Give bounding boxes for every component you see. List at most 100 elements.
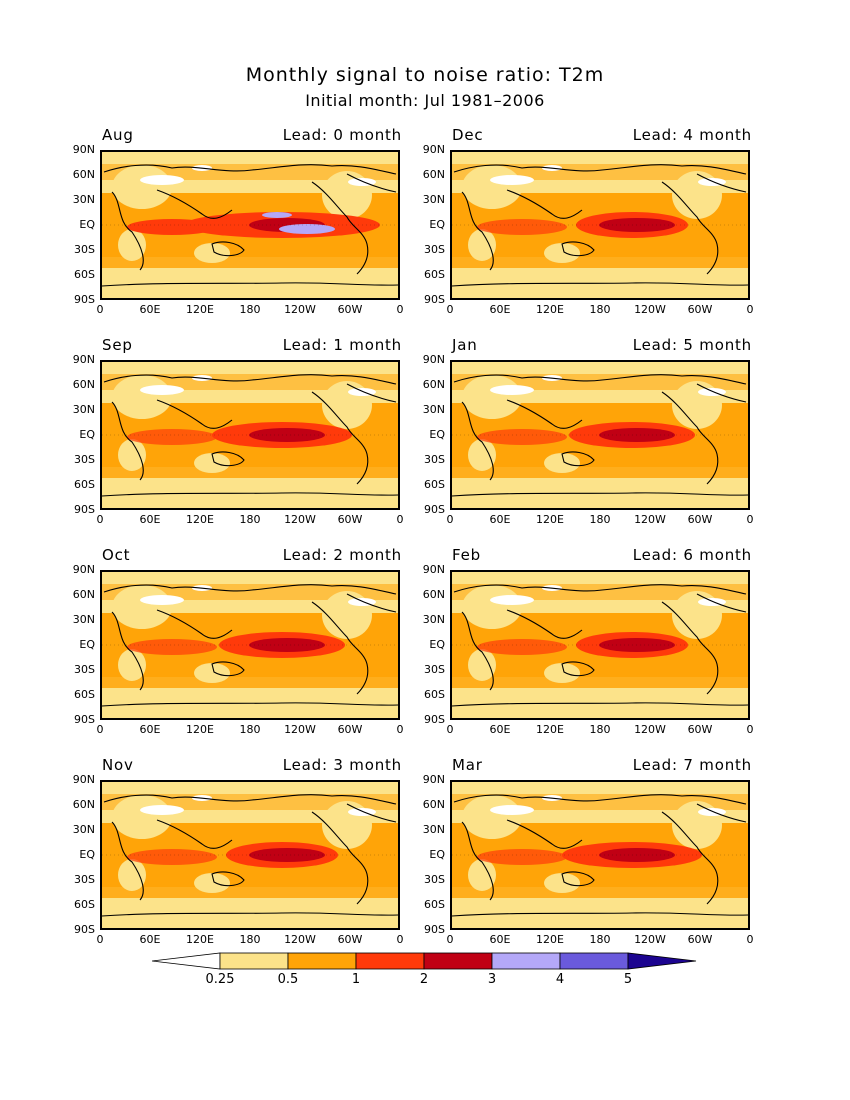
lon-tick-label: 60E: [139, 513, 161, 526]
lon-tick-label: 180: [239, 513, 261, 526]
lat-tick-label: 60N: [422, 798, 445, 811]
lat-tick-label: 30N: [72, 403, 95, 416]
panel-lead-label: Lead: 7 month: [632, 756, 752, 774]
panel-lead-label: Lead: 3 month: [282, 756, 402, 774]
lat-tick-label: 90S: [74, 293, 95, 306]
panel-lead-label: Lead: 2 month: [282, 546, 402, 564]
lat-tick-label: EQ: [79, 848, 95, 861]
lat-tick-label: 90S: [74, 713, 95, 726]
panel-month-label: Oct: [102, 546, 131, 564]
lon-tick-label: 0: [396, 933, 404, 946]
lat-tick-label: 60N: [72, 588, 95, 601]
lon-tick-label: 0: [96, 723, 104, 736]
lat-tick-label: EQ: [79, 218, 95, 231]
lat-tick-label: 30S: [74, 663, 95, 676]
panel-month-label: Feb: [452, 546, 481, 564]
lon-tick-label: 180: [239, 933, 261, 946]
lon-tick-label: 120E: [536, 933, 564, 946]
lon-tick-label: 0: [396, 303, 404, 316]
lat-tick-label: EQ: [429, 638, 445, 651]
lon-tick-label: 60W: [337, 513, 363, 526]
lat-tick-label: 30N: [422, 823, 445, 836]
lon-tick-label: 60E: [139, 303, 161, 316]
map-plot: [100, 780, 400, 930]
colorbar-segment: [287, 952, 357, 970]
lon-tick-label: 120W: [634, 303, 666, 316]
lon-tick-label: 120E: [536, 513, 564, 526]
lon-tick-label: 60W: [337, 303, 363, 316]
lat-tick-label: 60S: [424, 478, 445, 491]
lon-tick-label: 120W: [634, 933, 666, 946]
lon-tick-label: 0: [446, 513, 454, 526]
map-plot: [450, 360, 750, 510]
panel-lead-label: Lead: 4 month: [632, 126, 752, 144]
lon-tick-label: 180: [239, 723, 261, 736]
lat-tick-label: EQ: [429, 218, 445, 231]
lon-tick-label: 120W: [634, 723, 666, 736]
lat-tick-label: 60N: [422, 378, 445, 391]
lat-tick-label: 90N: [72, 563, 95, 576]
colorbar-segment: [559, 952, 629, 970]
map-plot: [100, 570, 400, 720]
colorbar-segment: [491, 952, 561, 970]
lon-tick-label: 60W: [337, 723, 363, 736]
lat-tick-label: 60N: [72, 378, 95, 391]
lat-tick-label: 30S: [74, 453, 95, 466]
map-panel-aug: Aug Lead: 0 month 90N 60N 30N EQ 30S 60S 90S 0 60E…: [73, 126, 460, 318]
map-panel-feb: Feb Lead: 6 month 90N 60N 30N EQ 30S 60S 90S 0 60E…: [423, 546, 810, 738]
colorbar-tick-label: 1: [351, 972, 361, 987]
lon-tick-label: 0: [446, 303, 454, 316]
lon-tick-label: 180: [589, 303, 611, 316]
lat-tick-label: 30S: [424, 243, 445, 256]
lon-tick-label: 120E: [186, 303, 214, 316]
lon-tick-label: 0: [96, 933, 104, 946]
lon-tick-label: 60E: [489, 303, 511, 316]
lat-tick-label: 30N: [72, 613, 95, 626]
lat-tick-label: 30S: [424, 453, 445, 466]
lon-tick-label: 0: [446, 723, 454, 736]
lat-tick-label: 30N: [422, 193, 445, 206]
figure-subtitle: Initial month: Jul 1981–2006: [305, 91, 545, 110]
lat-tick-label: 30N: [422, 403, 445, 416]
lat-tick-label: 90S: [74, 923, 95, 936]
colorbar-tick-label: 2: [419, 972, 429, 987]
panel-lead-label: Lead: 0 month: [282, 126, 402, 144]
map-panel-sep: Sep Lead: 1 month 90N 60N 30N EQ 30S 60S 90S 0 60E…: [73, 336, 460, 528]
lat-tick-label: 30S: [74, 873, 95, 886]
lat-tick-label: 90S: [424, 713, 445, 726]
lon-tick-label: 120W: [284, 933, 316, 946]
lon-tick-label: 180: [239, 303, 261, 316]
map-plot: [100, 360, 400, 510]
panel-month-label: Dec: [452, 126, 484, 144]
panel-month-label: Nov: [102, 756, 134, 774]
lon-tick-label: 0: [746, 303, 754, 316]
panel-lead-label: Lead: 1 month: [282, 336, 402, 354]
lat-tick-label: 60N: [72, 798, 95, 811]
panel-month-label: Sep: [102, 336, 133, 354]
lon-tick-label: 60W: [687, 303, 713, 316]
lon-tick-label: 60E: [489, 933, 511, 946]
lon-tick-label: 120W: [284, 723, 316, 736]
map-panel-oct: Oct Lead: 2 month 90N 60N 30N EQ 30S 60S 90S 0 60E…: [73, 546, 460, 738]
lat-tick-label: 60S: [424, 688, 445, 701]
lon-tick-label: 0: [96, 513, 104, 526]
map-panel-dec: Dec Lead: 4 month 90N 60N 30N EQ 30S 60S 90S 0 60E…: [423, 126, 810, 318]
panel-month-label: Aug: [102, 126, 134, 144]
lat-tick-label: EQ: [79, 428, 95, 441]
lon-tick-label: 0: [446, 933, 454, 946]
lon-tick-label: 60E: [489, 513, 511, 526]
colorbar-tick-label: 0.5: [277, 972, 299, 987]
colorbar-segment: [219, 952, 289, 970]
lon-tick-label: 60E: [489, 723, 511, 736]
lon-tick-label: 60E: [139, 933, 161, 946]
lat-tick-label: 90N: [72, 353, 95, 366]
lon-tick-label: 120W: [284, 513, 316, 526]
lon-tick-label: 120E: [186, 513, 214, 526]
lon-tick-label: 60W: [687, 513, 713, 526]
lat-tick-label: EQ: [79, 638, 95, 651]
lat-tick-label: 90S: [424, 923, 445, 936]
lon-tick-label: 60E: [139, 723, 161, 736]
lat-tick-label: 30S: [74, 243, 95, 256]
lat-tick-label: 90N: [72, 773, 95, 786]
lat-tick-label: 30N: [72, 823, 95, 836]
